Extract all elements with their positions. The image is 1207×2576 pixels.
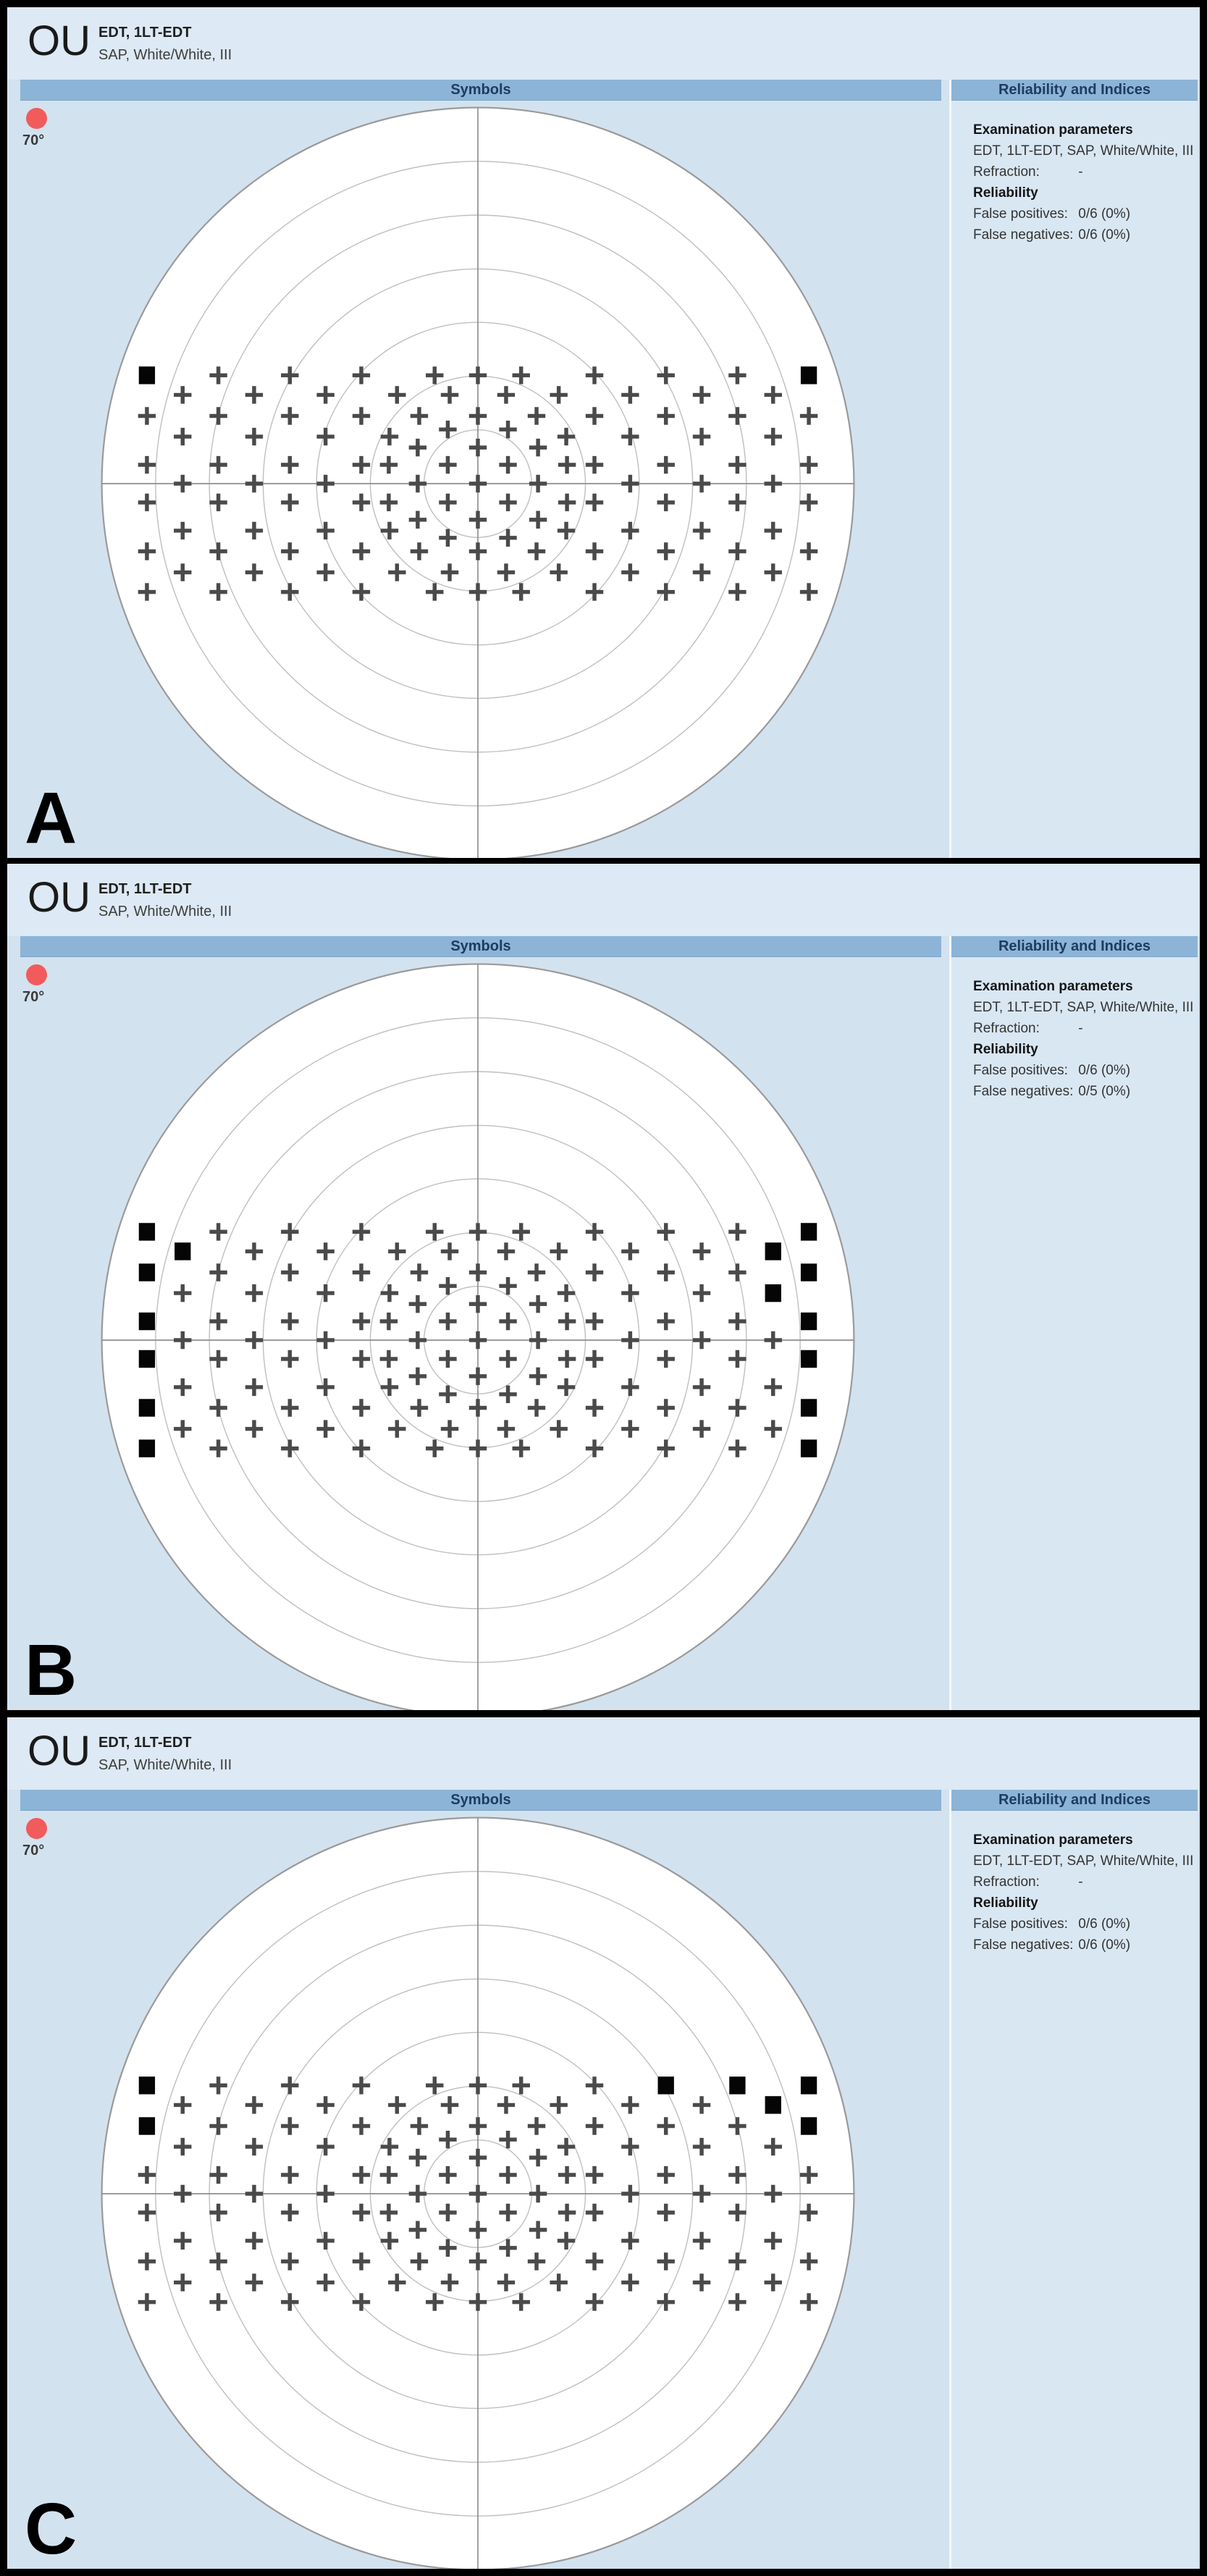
false-positives-value: 0/6 (0%) [1078,1916,1131,1932]
false-negatives-row: False negatives: 0/6 (0%) [973,1935,1190,1956]
exam-parameters-heading: Examination parameters [973,1832,1133,1848]
exam-parameters-heading: Examination parameters [973,979,1133,994]
test-name-label: EDT, 1LT-EDT [98,1735,192,1751]
eye-label: OU [28,874,91,921]
red-marker-dot [26,964,47,985]
symbols-section-title: Symbols [450,81,511,98]
false-positives-row: False positives: 0/6 (0%) [973,1060,1190,1081]
false-negatives-label: False negatives: [973,1937,1074,1953]
false-negatives-value: 0/6 (0%) [1078,1937,1131,1953]
panel-b: OU EDT, 1LT-EDT SAP, White/White, III Sy… [7,864,1200,1710]
figure-label: C [25,2488,77,2569]
false-positives-label: False positives: [973,206,1068,222]
reliability-body: Examination parameters EDT, 1LT-EDT, SAP… [951,1811,1198,1956]
reliability-body: Examination parameters EDT, 1LT-EDT, SAP… [951,957,1198,1102]
refraction-row: Refraction: - [973,1018,1190,1039]
false-positives-label: False positives: [973,1063,1068,1078]
refraction-value: - [1078,1021,1083,1036]
refraction-label: Refraction: [973,164,1040,180]
visual-field-plot [101,1817,855,2569]
field-extent-label: 70° [22,989,45,1005]
figure-label: A [25,778,77,858]
refraction-value: - [1078,164,1083,180]
reliability-section-title: Reliability and Indices [998,938,1151,954]
panel-c: OU EDT, 1LT-EDT SAP, White/White, III Sy… [7,1717,1200,2569]
reliability-section-title: Reliability and Indices [998,81,1151,98]
test-strategy-label: SAP, White/White, III [98,904,232,919]
test-strategy-label: SAP, White/White, III [98,1757,232,1773]
false-positives-row: False positives: 0/6 (0%) [973,1914,1190,1935]
reliability-heading: Reliability [973,1895,1038,1911]
panel-header: OU EDT, 1LT-EDT SAP, White/White, III [7,7,1200,80]
reliability-heading: Reliability [973,185,1038,201]
reliability-section-bar: Reliability and Indices [951,80,1198,101]
test-name-label: EDT, 1LT-EDT [98,881,192,897]
reliability-section-title: Reliability and Indices [998,1791,1151,1808]
panel-header: OU EDT, 1LT-EDT SAP, White/White, III [7,864,1200,936]
visual-field-plot [101,963,855,1710]
refraction-row: Refraction: - [973,161,1190,182]
refraction-label: Refraction: [973,1021,1040,1036]
symbols-section-bar: Symbols [20,936,941,957]
refraction-value: - [1078,1874,1083,1890]
refraction-row: Refraction: - [973,1872,1190,1893]
false-negatives-label: False negatives: [973,1084,1074,1099]
symbols-section-title: Symbols [450,1791,511,1808]
reliability-section-bar: Reliability and Indices [951,936,1198,957]
symbols-section-bar: Symbols [20,80,941,101]
symbols-section-title: Symbols [450,938,511,954]
red-marker-dot [26,108,47,129]
reliability-panel: Reliability and Indices Examination para… [949,80,1198,858]
false-negatives-value: 0/6 (0%) [1078,227,1131,243]
reliability-body: Examination parameters EDT, 1LT-EDT, SAP… [951,101,1198,245]
eye-label: OU [28,1727,91,1775]
exam-parameters-value: EDT, 1LT-EDT, SAP, White/White, III [973,143,1194,159]
reliability-panel: Reliability and Indices Examination para… [949,936,1198,1710]
figure-label: B [25,1630,77,1710]
panel-header: OU EDT, 1LT-EDT SAP, White/White, III [7,1717,1200,1790]
test-strategy-label: SAP, White/White, III [98,47,232,63]
exam-parameters-value: EDT, 1LT-EDT, SAP, White/White, III [973,1000,1194,1015]
reliability-heading: Reliability [973,1042,1038,1057]
false-negatives-label: False negatives: [973,227,1074,243]
false-positives-value: 0/6 (0%) [1078,206,1131,222]
symbols-section-bar: Symbols [20,1790,941,1811]
refraction-label: Refraction: [973,1874,1040,1890]
false-positives-row: False positives: 0/6 (0%) [973,203,1190,224]
visual-field-plot [101,106,855,858]
false-negatives-value: 0/5 (0%) [1078,1084,1131,1099]
reliability-section-bar: Reliability and Indices [951,1790,1198,1811]
reliability-panel: Reliability and Indices Examination para… [949,1790,1198,2569]
false-negatives-row: False negatives: 0/5 (0%) [973,1081,1190,1102]
exam-parameters-heading: Examination parameters [973,122,1133,138]
false-positives-value: 0/6 (0%) [1078,1063,1131,1078]
field-extent-label: 70° [22,132,45,148]
exam-parameters-value: EDT, 1LT-EDT, SAP, White/White, III [973,1853,1194,1869]
false-negatives-row: False negatives: 0/6 (0%) [973,224,1190,245]
panel-a: OU EDT, 1LT-EDT SAP, White/White, III Sy… [7,7,1200,858]
test-name-label: EDT, 1LT-EDT [98,25,192,41]
eye-label: OU [28,17,91,64]
false-positives-label: False positives: [973,1916,1068,1932]
field-extent-label: 70° [22,1843,45,1859]
red-marker-dot [26,1818,47,1839]
